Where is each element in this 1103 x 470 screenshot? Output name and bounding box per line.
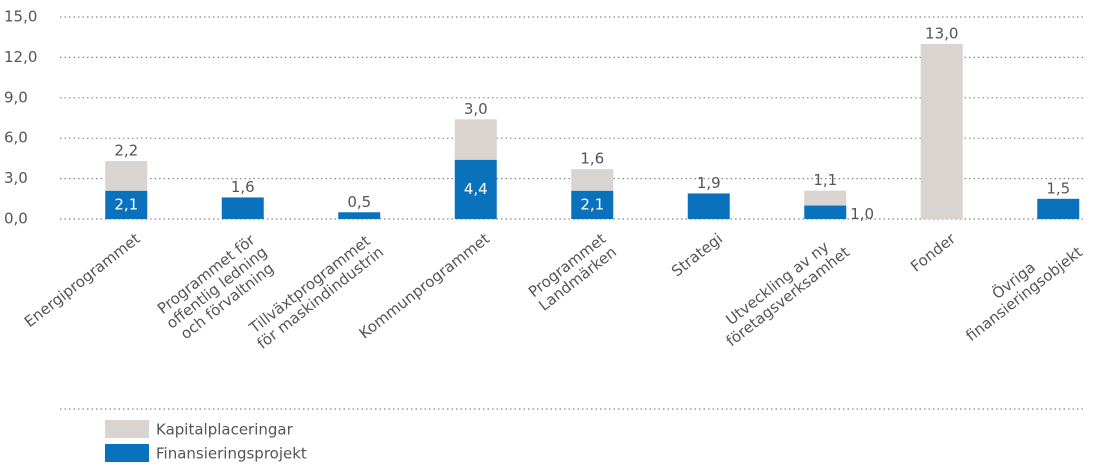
bar-segment [454, 119, 497, 160]
x-tick-label: Energiprogrammet [21, 229, 144, 330]
value-label: 2,1 [580, 195, 604, 213]
y-tick-label: 9,0 [4, 88, 28, 106]
value-label: 1,5 [1046, 179, 1070, 197]
legend-swatch [105, 444, 149, 462]
bar-segment [687, 193, 730, 219]
y-tick-label: 6,0 [4, 129, 28, 147]
bar-segment [105, 161, 148, 191]
value-label: 2,1 [114, 195, 138, 213]
y-tick-label: 12,0 [4, 48, 37, 66]
bar-segment [454, 159, 497, 219]
value-label: 13,0 [925, 24, 958, 42]
y-tick-label: 3,0 [4, 169, 28, 187]
bar-segment [105, 190, 148, 219]
legend-label: Kapitalplaceringar [156, 421, 294, 439]
x-tick-label: finansieringsobjekt [962, 243, 1086, 345]
x-tick-label: Tillväxtprogrammet [245, 232, 373, 338]
y-tick-label: 0,0 [4, 210, 28, 228]
value-label: 3,0 [464, 100, 488, 118]
legend-swatch [105, 420, 149, 438]
bar-segment [920, 43, 963, 219]
bar-segment [571, 190, 614, 219]
bar-segment [571, 169, 614, 191]
bar-segment [1037, 198, 1080, 219]
x-tick-label-group: Strategi [668, 230, 726, 281]
value-label: 0,5 [347, 193, 371, 211]
x-tick-label: företagsverksamhet [723, 243, 853, 350]
x-tick-label-group: Energiprogrammet [21, 229, 144, 330]
value-label: 1,9 [697, 174, 721, 192]
value-label: 1,6 [231, 178, 255, 196]
bar-segment [804, 205, 847, 219]
value-label: 1,0 [850, 205, 874, 223]
bar-segment [338, 212, 381, 219]
value-label: 4,4 [464, 180, 488, 198]
x-tick-label: Fonder [907, 229, 959, 276]
x-tick-label: Strategi [668, 230, 726, 281]
y-tick-label: 15,0 [4, 8, 37, 26]
bar-segment [221, 197, 264, 219]
value-label: 1,6 [580, 150, 604, 168]
value-label: 1,1 [813, 171, 837, 189]
bar-segment [804, 190, 847, 206]
x-tick-label-group: Fonder [907, 229, 959, 276]
legend-label: Finansieringsprojekt [156, 445, 307, 463]
value-label: 2,2 [114, 142, 138, 160]
